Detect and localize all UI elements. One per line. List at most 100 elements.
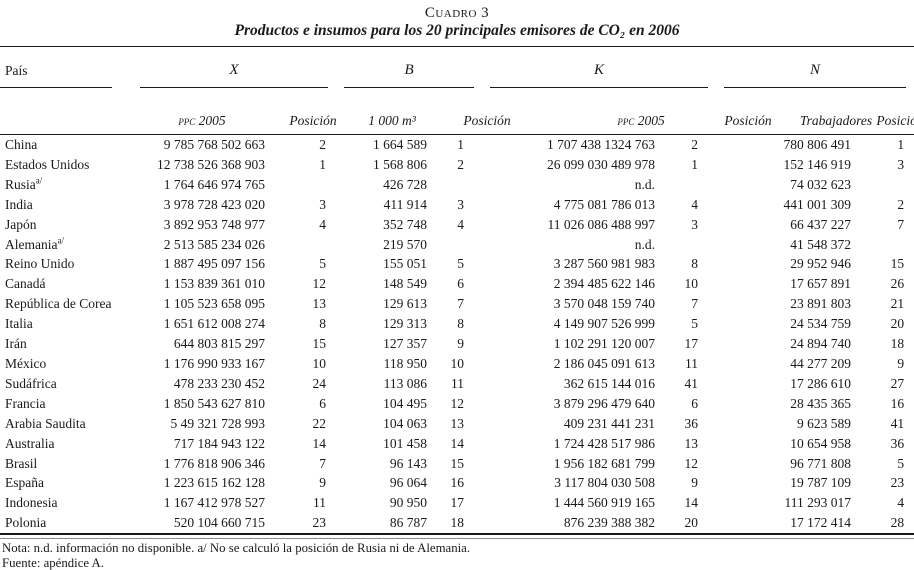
- k-ppc-value: 4 149 907 526 999: [553, 316, 656, 332]
- country-name: Francia: [5, 395, 46, 411]
- table-row: República de Corea 1 105 523 658 095 13 …: [0, 294, 914, 314]
- x-ppc-value: 1 764 646 974 765: [163, 176, 265, 192]
- k-posicion-value: 6: [691, 395, 699, 411]
- x-ppc-value: 1 850 543 627 810: [163, 395, 265, 411]
- country-cell: Irán: [0, 334, 132, 354]
- country-cell: Alemaniaa/: [0, 235, 132, 255]
- table-row: Japón 3 892 953 748 977 4 352 748 4 11 0…: [0, 215, 914, 235]
- sub-header-row: PPC 2005 Posición 1 000 m³ Posición PPC …: [0, 88, 914, 135]
- table-caption: Cuadro 3: [424, 5, 490, 21]
- table-row: Arabia Saudita 5 49 321 728 993 22 104 0…: [0, 414, 914, 434]
- group-header-row: País X B K N: [0, 46, 914, 88]
- b-posicion-value: [432, 175, 482, 195]
- x-posicion-value: 23: [312, 515, 327, 531]
- b-volumen-value: 148 549: [383, 276, 428, 292]
- column-group-x: X: [132, 46, 337, 88]
- table-row: Francia 1 850 543 627 810 6 104 495 12 3…: [0, 394, 914, 414]
- x-ppc-value: 1 105 523 658 095: [163, 296, 265, 312]
- table-row: Estados Unidos 12 738 526 368 903 1 1 56…: [0, 155, 914, 175]
- k-ppc-value: 1 102 291 120 007: [553, 336, 656, 352]
- k-posicion-value: 3: [691, 216, 699, 232]
- x-posicion-value: 8: [319, 316, 327, 332]
- n-trabajadores-value: 17 172 414: [790, 515, 852, 531]
- column-group-n: N: [716, 46, 914, 88]
- country-cell: India: [0, 195, 132, 215]
- n-posicion-value: 3: [897, 156, 905, 172]
- k-ppc-value: 1 444 560 919 165: [553, 495, 656, 511]
- n-trabajadores-value: 17 657 891: [790, 276, 852, 292]
- table-row: China 9 785 768 502 663 2 1 664 589 1 1 …: [0, 135, 914, 155]
- x-posicion-value: [270, 235, 336, 255]
- b-volumen-value: 118 950: [383, 355, 428, 371]
- x-ppc-value: 1 887 495 097 156: [163, 256, 265, 272]
- country-cell: Rusiaa/: [0, 175, 132, 195]
- b-volumen-value: 90 950: [389, 495, 428, 511]
- b-volumen-value: 352 748: [383, 216, 428, 232]
- k-ppc-value: 11 026 086 488 997: [547, 216, 656, 232]
- n-trabajadores-value: 10 654 958: [790, 435, 852, 451]
- x-ppc-value: 5 49 321 728 993: [170, 415, 266, 431]
- n-trabajadores-value: 41 548 372: [790, 236, 852, 252]
- b-volumen-value: 1 568 806: [373, 156, 428, 172]
- country-name: Sudáfrica: [5, 375, 57, 391]
- country-cell: República de Corea: [0, 294, 132, 314]
- b-volumen-value: 104 063: [383, 415, 428, 431]
- country-cell: Japón: [0, 215, 132, 235]
- table-row: Reino Unido 1 887 495 097 156 5 155 051 …: [0, 254, 914, 274]
- column-group-k: K: [482, 46, 717, 88]
- country-cell: España: [0, 473, 132, 493]
- k-ppc-value: n.d.: [634, 176, 656, 192]
- b-volumen-value: 129 613: [383, 296, 428, 312]
- x-posicion-value: 2: [319, 137, 327, 152]
- column-group-pais: País: [0, 46, 132, 88]
- n-posicion-value: 4: [897, 495, 905, 511]
- n-posicion-value: [856, 235, 914, 255]
- x-posicion-value: 9: [319, 475, 327, 491]
- k-posicion-value: 41: [684, 375, 699, 391]
- b-posicion-value: 1: [457, 137, 465, 152]
- b-volumen-value: 219 570: [383, 236, 428, 252]
- n-posicion-value: 9: [897, 355, 905, 371]
- country-name: España: [5, 475, 44, 491]
- country-cell: Indonesia: [0, 493, 132, 513]
- b-posicion-value: 3: [457, 196, 465, 212]
- x-ppc-value: 1 176 990 933 167: [163, 355, 265, 371]
- k-posicion-value: 11: [685, 355, 699, 371]
- b-volumen-value: 104 495: [383, 395, 428, 411]
- n-trabajadores-value: 17 286 610: [790, 375, 852, 391]
- country-cell: Reino Unido: [0, 254, 132, 274]
- n-posicion-value: 16: [890, 395, 905, 411]
- n-trabajadores-value: 23 891 803: [790, 296, 852, 312]
- x-ppc-value: 1 153 839 361 010: [163, 276, 265, 292]
- b-posicion-value: 12: [450, 395, 465, 411]
- k-posicion-value: 2: [691, 137, 699, 152]
- n-trabajadores-value: 24 534 759: [790, 316, 852, 332]
- b-volumen-value: 86 787: [389, 515, 428, 531]
- b-volumen-value: 96 143: [389, 455, 428, 471]
- table-title-block: Cuadro 3 Productos e insumos para los 20…: [0, 0, 914, 40]
- x-ppc-value: 3 892 953 748 977: [163, 216, 265, 232]
- n-posicion-value: 1: [897, 137, 905, 152]
- x-ppc-value: 478 233 230 452: [173, 375, 265, 391]
- n-trabajadores-value: 441 001 309: [783, 196, 852, 212]
- b-posicion-value: 10: [450, 355, 465, 371]
- table-row: India 3 978 728 423 020 3 411 914 3 4 77…: [0, 195, 914, 215]
- b-volumen-value: 127 357: [383, 336, 428, 352]
- k-posicion-value: 17: [684, 336, 699, 352]
- x-posicion-value: 13: [312, 296, 327, 312]
- b-volumen-value: 101 458: [383, 435, 428, 451]
- k-ppc-value: n.d.: [634, 236, 656, 252]
- data-table: País X B K N PPC 2005 Posición 1 000 m³ …: [0, 46, 914, 536]
- x-posicion-value: 12: [312, 276, 327, 292]
- x-ppc-value: 1 776 818 906 346: [163, 455, 265, 471]
- x-ppc-value: 3 978 728 423 020: [163, 196, 265, 212]
- b-posicion-value: 18: [450, 515, 465, 531]
- b-posicion-value: 7: [457, 296, 465, 312]
- b-volumen-value: 113 086: [383, 375, 428, 391]
- x-posicion-value: 22: [312, 415, 327, 431]
- country-name: Italia: [5, 316, 33, 332]
- country-cell: Canadá: [0, 274, 132, 294]
- country-cell: Sudáfrica: [0, 374, 132, 394]
- k-posicion-value: [660, 235, 716, 255]
- country-name: Irán: [5, 336, 27, 352]
